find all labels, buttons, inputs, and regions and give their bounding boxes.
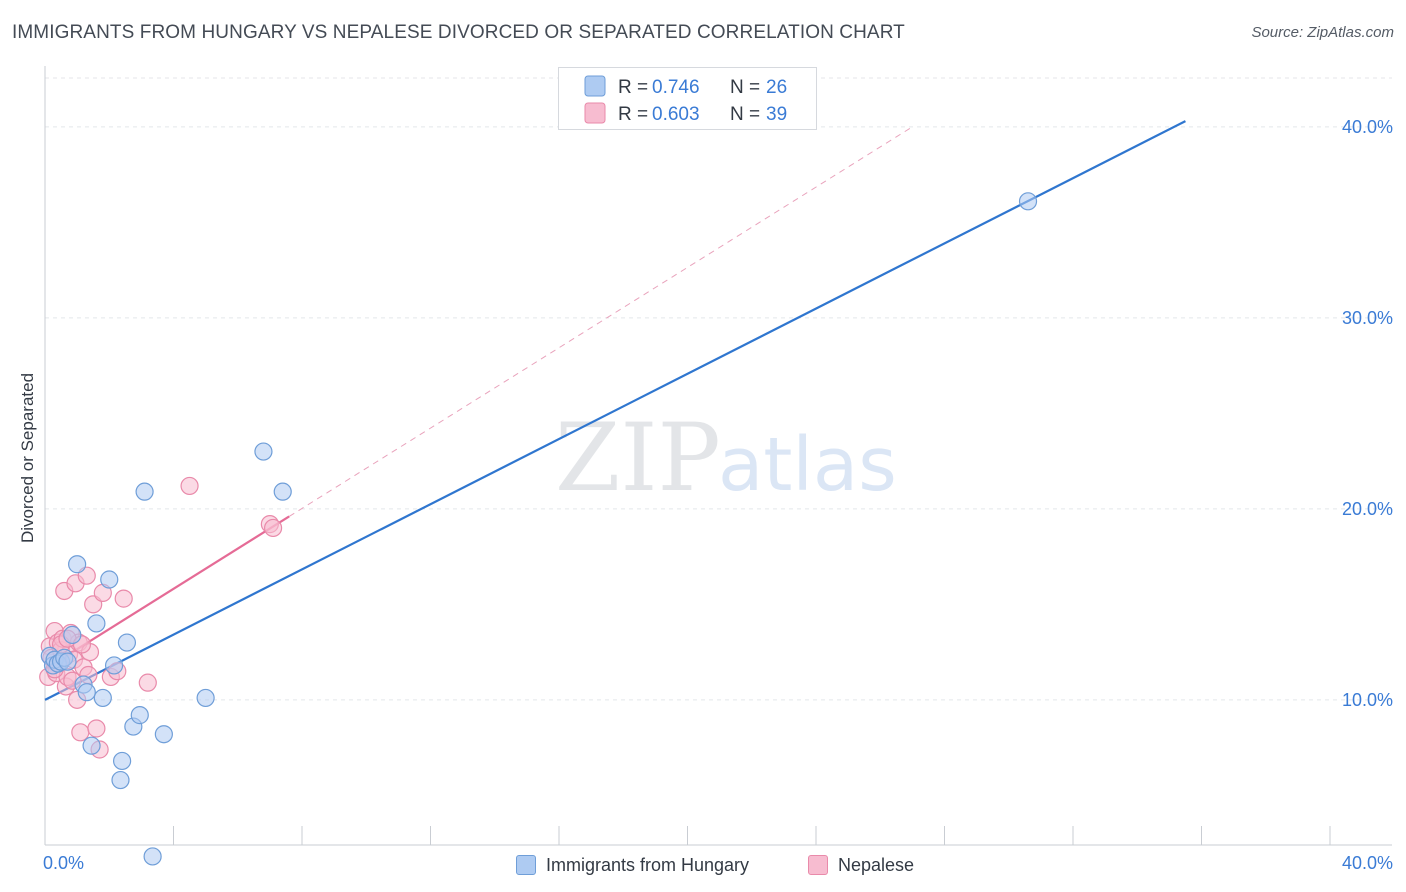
data-point-nepalese — [114, 589, 133, 608]
watermark-atlas: atlas — [718, 422, 897, 508]
data-point-nepalese — [180, 476, 199, 496]
watermark: ZIP atlas — [555, 404, 897, 513]
data-point-hungary — [111, 770, 130, 790]
trend-lines — [44, 120, 1186, 701]
data-point-hungary — [112, 751, 132, 771]
data-point-hungary — [68, 555, 87, 574]
data-point-nepalese — [71, 723, 90, 742]
data-point-hungary — [117, 633, 137, 652]
stats-n-value-nepalese: 39 — [766, 104, 787, 125]
data-point-nepalese — [263, 518, 283, 538]
source-credit: Source: ZipAtlas.com — [1251, 24, 1394, 41]
y-tick-label: 30.0% — [1342, 308, 1393, 328]
trend-line-nepalese-extension — [288, 126, 913, 517]
stats-n-label-nepalese: N = — [730, 104, 760, 125]
data-point-nepalese — [87, 719, 106, 738]
data-point-hungary — [130, 706, 149, 725]
stats-r-label-hungary: R = — [618, 77, 648, 98]
gridlines — [45, 77, 1392, 701]
data-points — [39, 192, 1038, 866]
stats-n-value-hungary: 26 — [766, 77, 787, 98]
stats-r-value-hungary: 0.746 — [652, 77, 700, 98]
stats-swatch-hungary — [584, 75, 606, 97]
chart-title: IMMIGRANTS FROM HUNGARY VS NEPALESE DIVO… — [12, 22, 905, 43]
data-point-hungary — [63, 625, 82, 645]
x-tick-label-min: 0.0% — [43, 853, 84, 873]
tick-labels: 10.0% 20.0% 30.0% 40.0% 0.0% 40.0% — [43, 117, 1393, 873]
y-tick-label: 40.0% — [1342, 117, 1393, 137]
legend-swatch-hungary — [516, 855, 536, 875]
data-point-hungary — [58, 652, 77, 671]
data-point-hungary — [82, 736, 101, 755]
y-tick-label: 20.0% — [1342, 499, 1393, 519]
data-point-hungary — [77, 683, 96, 702]
legend-label-nepalese: Nepalese — [838, 854, 915, 875]
stats-r-value-nepalese: 0.603 — [652, 104, 700, 125]
trend-line-hungary — [44, 120, 1186, 701]
data-point-hungary — [100, 570, 119, 589]
data-point-hungary — [1018, 192, 1038, 211]
data-point-hungary — [87, 614, 106, 633]
data-point-hungary — [154, 725, 173, 744]
stats-swatch-nepalese — [584, 102, 606, 124]
stats-n-label-hungary: N = — [730, 77, 760, 98]
axes — [44, 66, 1392, 846]
stats-legend: R = 0.746 N = 26 R = 0.603 N = 39 — [558, 67, 817, 130]
data-point-hungary — [196, 688, 215, 708]
data-point-hungary — [143, 847, 162, 866]
data-point-hungary — [104, 656, 124, 675]
legend-label-hungary: Immigrants from Hungary — [546, 854, 750, 875]
legend-item-nepalese[interactable]: Nepalese — [808, 852, 914, 878]
data-point-hungary — [273, 482, 292, 501]
data-point-hungary — [135, 482, 154, 501]
legend-item-hungary[interactable]: Immigrants from Hungary — [516, 852, 749, 878]
data-point-hungary — [93, 688, 112, 708]
stats-r-label-nepalese: R = — [618, 104, 648, 125]
legend-swatch-nepalese — [808, 855, 828, 875]
data-point-hungary — [254, 442, 273, 461]
watermark-zip: ZIP — [555, 404, 721, 513]
data-point-nepalese — [138, 673, 157, 692]
x-tick-label-max: 40.0% — [1342, 853, 1393, 873]
y-tick-label: 10.0% — [1342, 690, 1393, 710]
